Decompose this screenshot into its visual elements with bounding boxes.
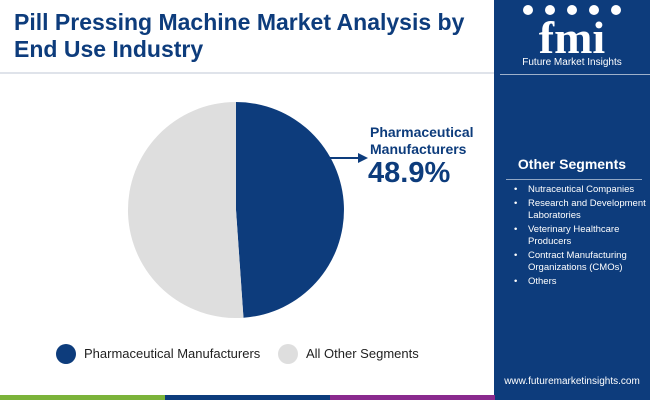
- other-segment-item: • Nutraceutical Companies: [510, 184, 646, 197]
- bullet-icon: •: [514, 184, 518, 195]
- other-segment-item: • Contract Manufacturing Organizations (C…: [510, 250, 646, 275]
- other-segment-label: Veterinary Healthcare Producers: [528, 223, 620, 248]
- other-segments-divider: [506, 179, 642, 180]
- other-segment-label: Contract Manufacturing Organizations (CM…: [528, 249, 627, 274]
- pie-slice-pharmaceutical-manufacturers: [236, 102, 344, 318]
- callout-value: 48.9%: [368, 157, 451, 189]
- bullet-icon: •: [514, 249, 518, 261]
- other-segments-list: • Nutraceutical Companies • Research and De…: [510, 184, 646, 289]
- legend-item: All Other Segments: [278, 343, 419, 365]
- fmi-logo-icon: fmi: [523, 5, 621, 56]
- other-segment-label: Research and Development Laboratories: [528, 197, 646, 222]
- legend-swatch-icon: [56, 344, 76, 364]
- website-link[interactable]: www.futuremarketinsights.com: [504, 376, 640, 387]
- legend-label: Pharmaceutical Manufacturers: [84, 346, 261, 361]
- footer-bar-blue: [165, 395, 330, 400]
- header: Pill Pressing Machine Market Analysis by…: [0, 0, 494, 74]
- bullet-icon: •: [514, 223, 518, 235]
- other-segment-item: • Research and Development Laboratories: [510, 198, 646, 223]
- fmi-logo-wordmark: fmi: [539, 12, 606, 56]
- legend-label: All Other Segments: [306, 346, 419, 361]
- fmi-logo[interactable]: fmi Future Market Insights: [494, 0, 650, 74]
- chart-legend: Pharmaceutical Manufacturers All Other Se…: [56, 343, 496, 365]
- other-segment-item: • Others: [510, 276, 646, 289]
- logo-divider: [500, 74, 650, 75]
- pie-slice-all-other-segments: [127, 102, 244, 318]
- other-segments-heading: Other Segments: [517, 156, 627, 172]
- footer-bar-green: [0, 395, 165, 400]
- page-title: Pill Pressing Machine Market Analysis by…: [14, 9, 465, 62]
- bullet-icon: •: [514, 197, 518, 209]
- footer-bar-purple: [330, 395, 495, 400]
- brand-name: Future Market Insights: [522, 57, 622, 68]
- pie-chart: [127, 102, 368, 318]
- sidebar: fmi Future Market Insights: [494, 0, 650, 400]
- arrow-right-icon: [358, 153, 368, 163]
- callout-label: Pharmaceutical Manufacturers: [370, 124, 474, 157]
- legend-item: Pharmaceutical Manufacturers: [56, 343, 260, 365]
- other-segment-item: • Veterinary Healthcare Producers: [510, 224, 646, 249]
- other-segment-label: Nutraceutical Companies: [528, 184, 635, 195]
- other-segment-label: Others: [528, 275, 557, 287]
- legend-swatch-icon: [278, 344, 298, 364]
- bullet-icon: •: [514, 275, 518, 287]
